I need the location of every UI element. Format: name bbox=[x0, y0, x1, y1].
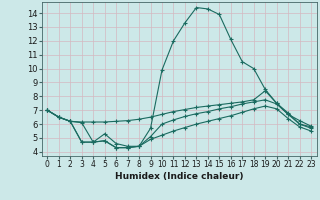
X-axis label: Humidex (Indice chaleur): Humidex (Indice chaleur) bbox=[115, 172, 244, 181]
